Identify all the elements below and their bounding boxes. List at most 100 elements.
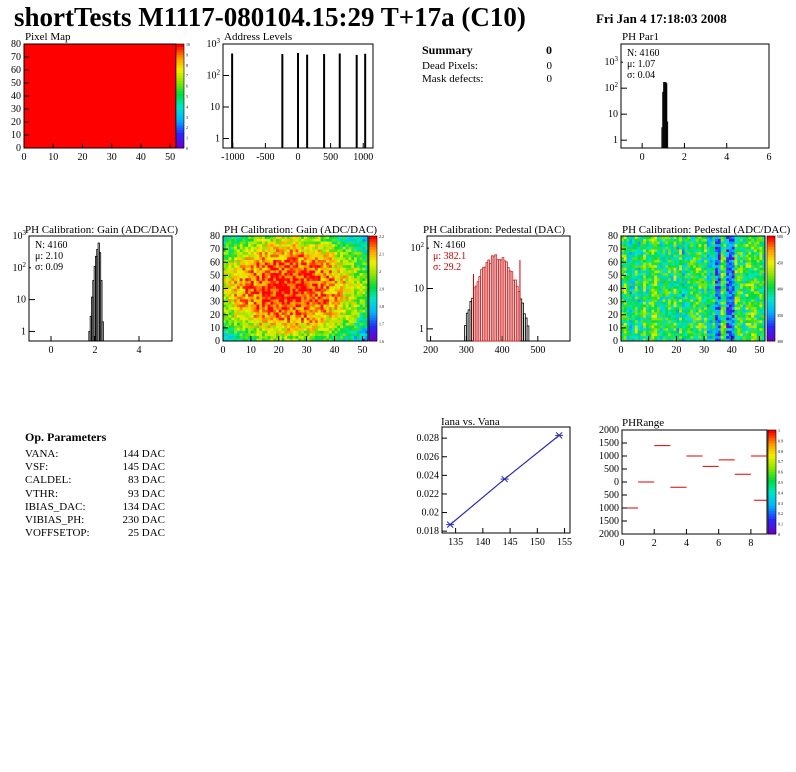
heatmap-cell bbox=[643, 249, 647, 253]
heatmap-cell bbox=[632, 249, 636, 253]
heatmap-cell bbox=[756, 333, 760, 337]
heatmap-cell bbox=[239, 238, 243, 242]
heatmap-cell bbox=[704, 312, 708, 316]
heatmap-cell bbox=[695, 236, 699, 239]
colorbar-segment bbox=[767, 259, 775, 263]
heatmap-cell bbox=[228, 283, 232, 287]
heatmap-cell bbox=[731, 249, 735, 253]
heatmap-cell bbox=[354, 322, 358, 326]
heatmap-cell bbox=[717, 296, 721, 300]
heatmap-cell bbox=[731, 304, 735, 308]
heatmap-cell bbox=[309, 304, 313, 308]
heatmap-cell bbox=[621, 301, 625, 305]
heatmap-cell bbox=[317, 335, 321, 339]
heatmap-cell bbox=[234, 330, 238, 334]
heatmap-cell bbox=[273, 272, 277, 276]
heatmap-cell bbox=[621, 246, 625, 250]
heatmap-cell bbox=[623, 301, 627, 305]
heatmap-cell bbox=[256, 317, 260, 321]
colorbar-segment bbox=[369, 306, 377, 310]
heatmap-cell bbox=[340, 285, 344, 289]
heatmap-cell bbox=[278, 270, 282, 274]
heatmap-cell bbox=[312, 272, 316, 276]
heatmap-cell bbox=[751, 322, 755, 326]
heatmap-cell bbox=[289, 299, 294, 302]
heatmap-cell bbox=[726, 285, 730, 289]
heatmap-cell bbox=[292, 301, 296, 305]
heatmap-cell bbox=[256, 262, 260, 266]
heatmap-cell bbox=[281, 320, 285, 323]
heatmap-cell bbox=[665, 278, 669, 281]
heatmap-cell bbox=[342, 333, 346, 337]
heatmap-cell bbox=[645, 267, 649, 271]
heatmap-cell bbox=[245, 267, 249, 271]
heatmap-cell bbox=[681, 270, 685, 274]
heatmap-cell bbox=[679, 306, 683, 310]
heatmap-cell bbox=[248, 270, 252, 274]
heatmap-cell bbox=[640, 312, 644, 316]
heatmap-cell bbox=[259, 238, 263, 242]
heatmap-cell bbox=[668, 270, 672, 274]
heatmap-cell bbox=[670, 299, 674, 302]
heatmap-cell bbox=[281, 270, 285, 274]
heatmap-cell bbox=[315, 272, 319, 276]
heatmap-cell bbox=[253, 283, 257, 287]
heatmap-cell bbox=[756, 288, 760, 292]
heatmap-cell bbox=[320, 251, 324, 255]
heatmap-cell bbox=[275, 320, 280, 323]
heatmap-cell bbox=[706, 325, 710, 329]
heatmap-cell bbox=[640, 322, 644, 326]
y-tick-label: 0.018 bbox=[417, 526, 440, 537]
heatmap-cell bbox=[731, 312, 735, 316]
heatmap-cell bbox=[704, 257, 708, 260]
heatmap-cell bbox=[679, 249, 683, 253]
heatmap-cell bbox=[273, 306, 277, 310]
heatmap-cell bbox=[662, 312, 666, 316]
heatmap-cell bbox=[676, 278, 680, 281]
heatmap-cell bbox=[359, 275, 363, 279]
heatmap-cell bbox=[228, 314, 232, 318]
heatmap-cell bbox=[751, 272, 755, 276]
heatmap-cell bbox=[317, 325, 321, 329]
heatmap-cell bbox=[264, 322, 268, 326]
heatmap-cell bbox=[267, 296, 271, 300]
heatmap-cell bbox=[654, 312, 658, 316]
heatmap-cell bbox=[717, 301, 721, 305]
heatmap-cell bbox=[657, 322, 661, 326]
heatmap-cell bbox=[651, 267, 655, 271]
heatmap-cell bbox=[289, 264, 294, 268]
heatmap-cell bbox=[273, 270, 277, 274]
heatmap-cell bbox=[729, 325, 733, 329]
heatmap-cell bbox=[326, 330, 330, 334]
heatmap-cell bbox=[762, 335, 766, 339]
colorbar-segment bbox=[369, 283, 377, 287]
y-tick-label: 1000 bbox=[599, 451, 619, 462]
heatmap-cell bbox=[273, 330, 277, 334]
heatmap-cell bbox=[264, 254, 268, 258]
heatmap-cell bbox=[225, 320, 229, 323]
colorbar-segment bbox=[369, 309, 377, 313]
heatmap-cell bbox=[712, 278, 716, 281]
heatmap-cell bbox=[337, 304, 341, 308]
x-tick-label: 0 bbox=[640, 152, 645, 163]
heatmap-cell bbox=[242, 283, 246, 287]
colorbar-segment bbox=[369, 259, 377, 263]
heatmap-cell bbox=[712, 280, 716, 284]
heatmap-cell bbox=[259, 264, 263, 268]
heatmap-cell bbox=[264, 291, 268, 295]
heatmap-cell bbox=[317, 238, 321, 242]
heatmap-cell bbox=[734, 333, 738, 337]
heatmap-cell bbox=[242, 322, 246, 326]
heatmap-cell bbox=[317, 264, 321, 268]
heatmap-cell bbox=[695, 338, 699, 342]
heatmap-cell bbox=[309, 241, 313, 245]
heatmap-cell bbox=[720, 272, 724, 276]
heatmap-cell bbox=[723, 283, 727, 287]
heatmap-cell bbox=[668, 322, 672, 326]
heatmap-cell bbox=[356, 241, 360, 245]
heatmap-cell bbox=[723, 325, 727, 329]
heatmap-cell bbox=[715, 288, 719, 292]
heatmap-cell bbox=[734, 243, 738, 247]
heatmap-cell bbox=[253, 275, 257, 279]
